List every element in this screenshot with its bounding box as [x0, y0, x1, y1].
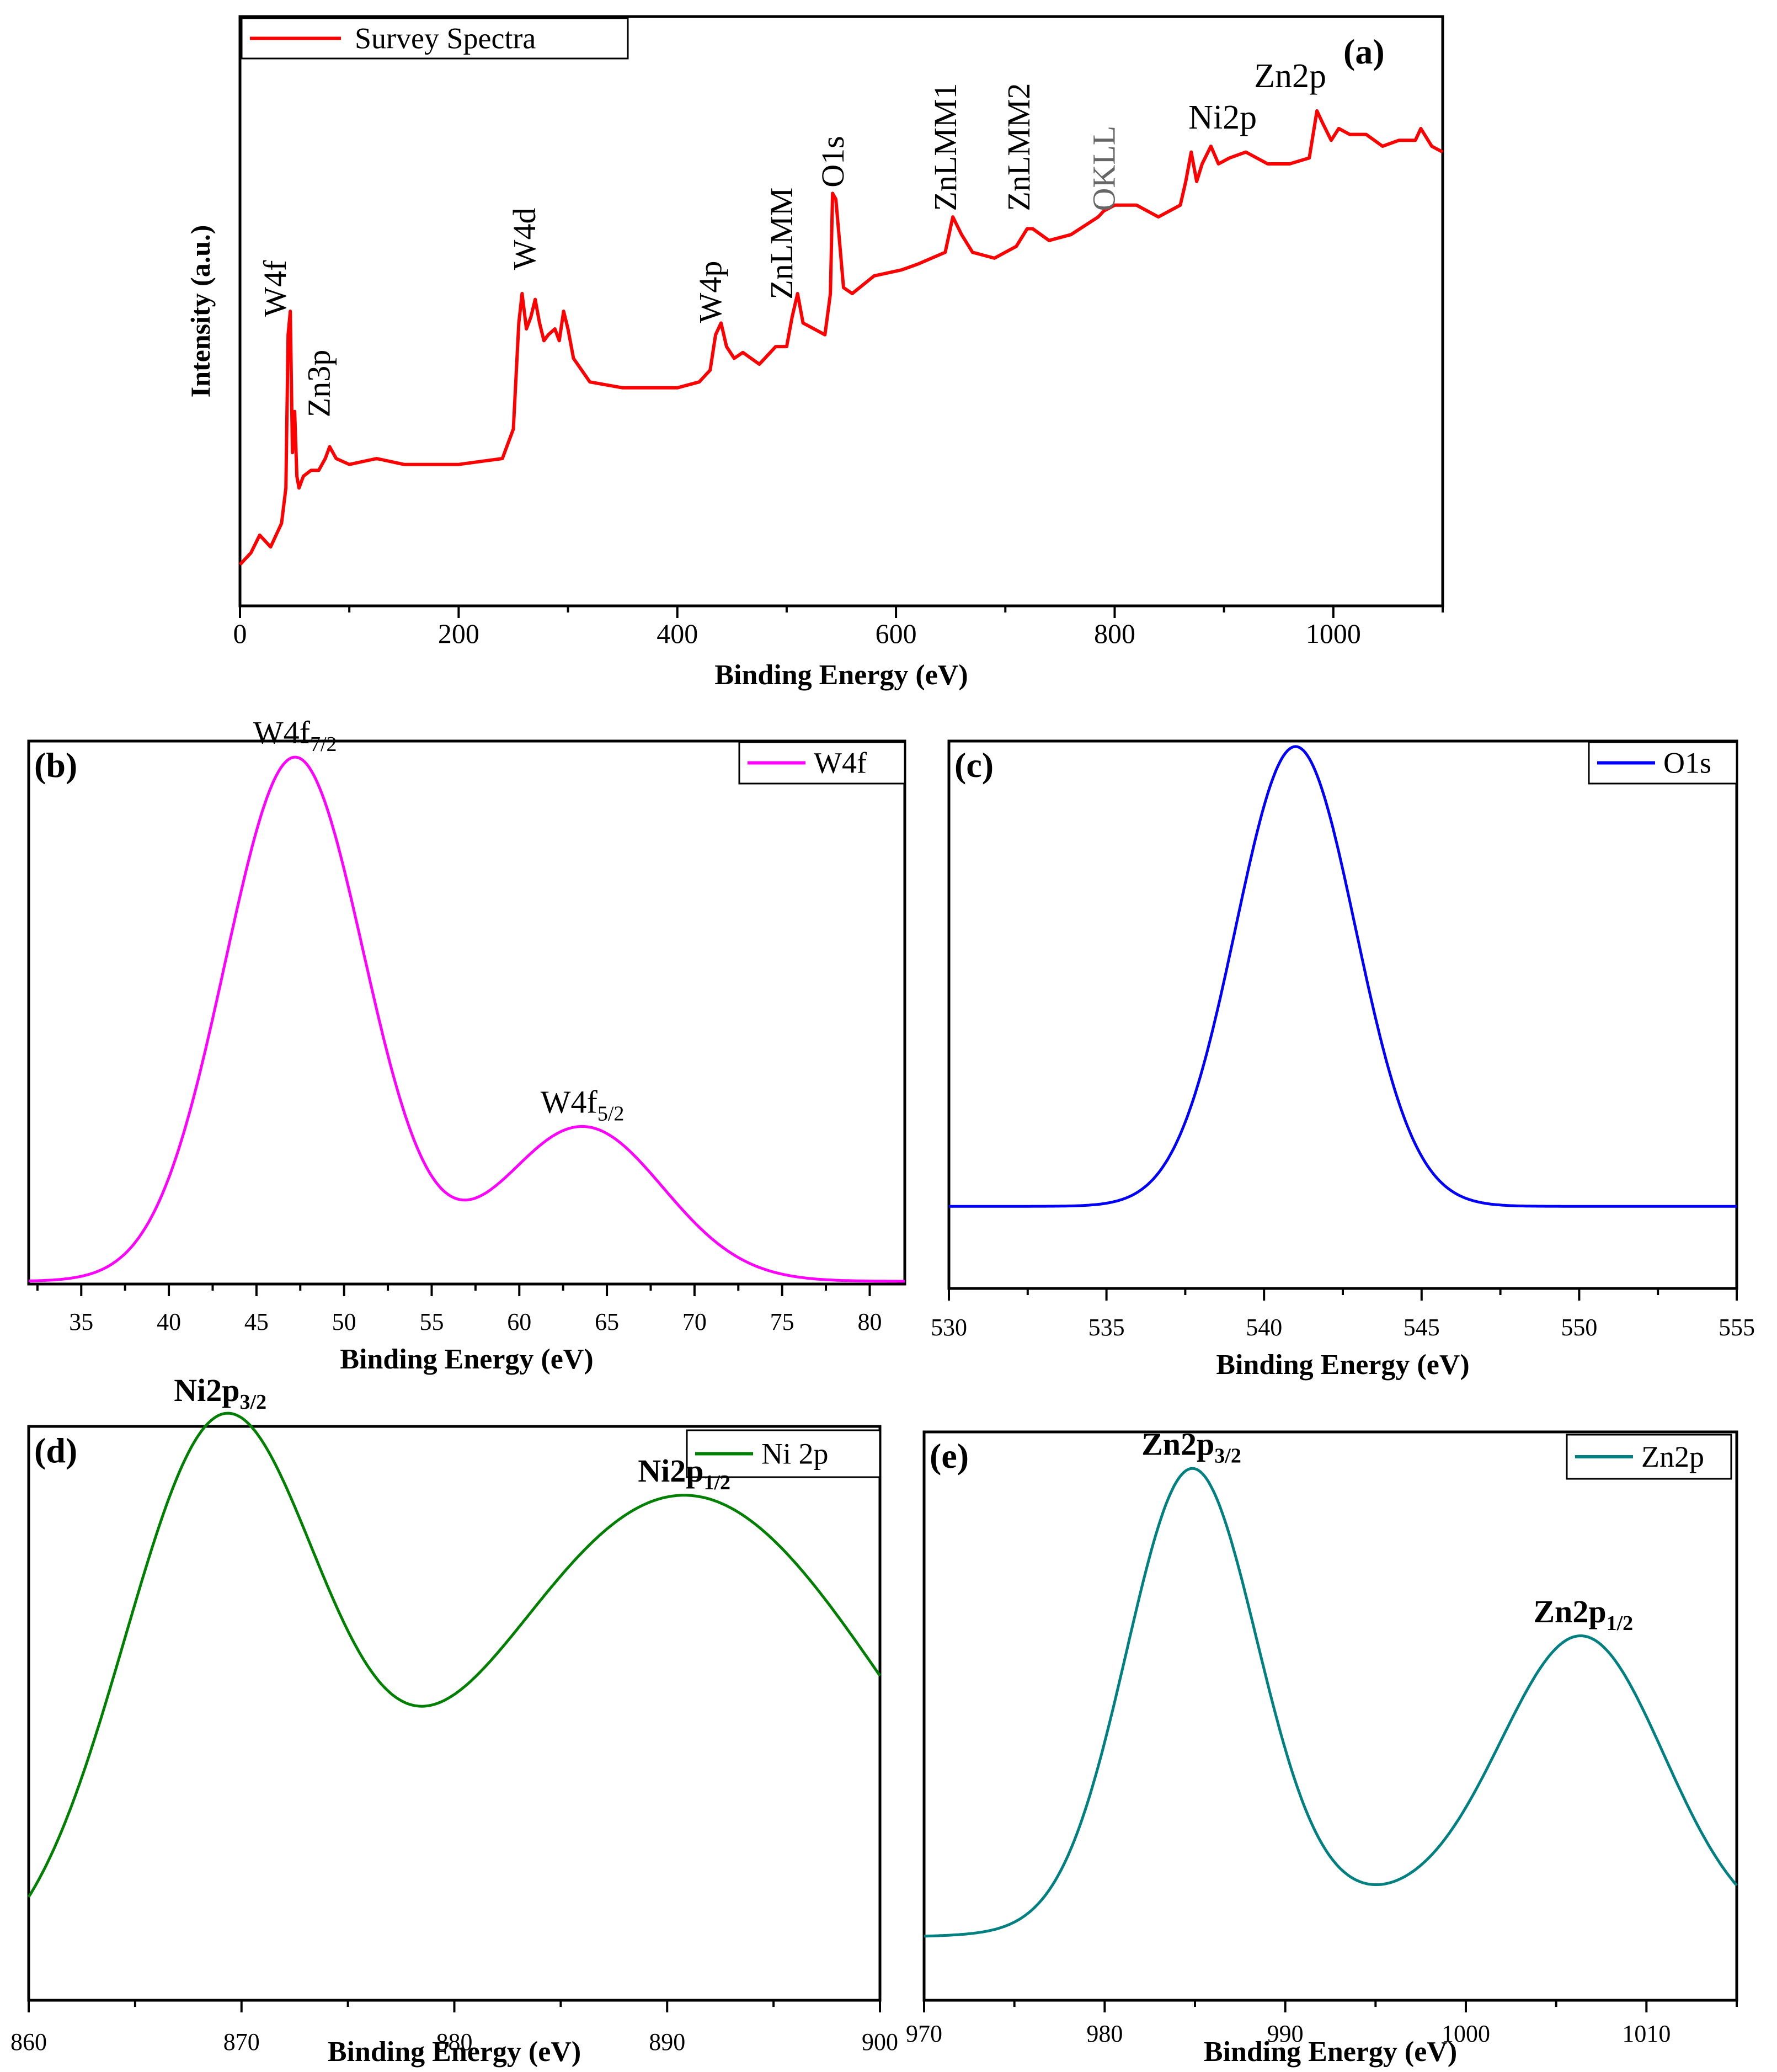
legend-label: Survey Spectra — [355, 22, 536, 55]
peak-label-sub: 7/2 — [310, 733, 337, 756]
peak-label-main: Ni2p — [638, 1453, 703, 1489]
x-tick-label: 1000 — [1306, 618, 1361, 649]
x-tick-label: 545 — [1404, 1314, 1440, 1341]
peak-label-main: W4f — [253, 715, 311, 750]
series-line — [949, 745, 1737, 1208]
peak-annotation: W4d — [506, 207, 542, 270]
x-tick-label: 200 — [438, 618, 479, 649]
peak-label-main: Zn2p — [1533, 1594, 1606, 1629]
x-tick-label: 980 — [1086, 2020, 1123, 2047]
peak-label: Zn2p3/2 — [1141, 1426, 1241, 1467]
x-axis-label: Binding Energy (eV) — [328, 2036, 581, 2068]
panel-e: 970 980 990 1000 1010 Binding Energy (eV) Zn2p… — [906, 1426, 1738, 2068]
legend-label: Zn2p — [1641, 1440, 1704, 1473]
peak-annotation: Ni2p — [1188, 99, 1257, 136]
x-axis-label: Binding Energy (eV) — [714, 659, 968, 691]
peak-annotation: ZnLMM — [764, 188, 799, 300]
peak-label: W4f7/2 — [253, 715, 337, 756]
peak-label-sub: 3/2 — [1214, 1444, 1241, 1467]
peak-label-sub: 1/2 — [1607, 1612, 1634, 1635]
peak-label-main: Ni2p — [174, 1372, 239, 1408]
series-line — [28, 755, 905, 1283]
peak-label: Zn2p1/2 — [1533, 1594, 1633, 1635]
peak-label-sub: 5/2 — [597, 1102, 625, 1125]
panel-d: 860 870 880 890 900 Binding Energy (eV) Ni 2p (… — [10, 1372, 898, 2068]
legend-label: W4f — [814, 747, 867, 780]
series-line — [238, 109, 1444, 566]
x-tick-label: 550 — [1561, 1314, 1597, 1341]
peak-label-main: W4f — [541, 1084, 598, 1120]
x-tick-label: 540 — [1246, 1314, 1282, 1341]
x-tick-label: 530 — [931, 1314, 967, 1341]
x-tick-label: 0 — [233, 618, 247, 649]
panel-label: (a) — [1343, 32, 1385, 71]
peak-label: Ni2p3/2 — [174, 1372, 266, 1414]
x-tick-label: 535 — [1088, 1314, 1125, 1341]
series-line — [924, 1467, 1738, 1938]
x-tick-label: 900 — [862, 2028, 898, 2055]
x-tick-label: 80 — [857, 1308, 882, 1335]
peak-annotation: O1s — [815, 136, 851, 187]
plot-frame — [238, 15, 1444, 608]
x-tick-label: 1010 — [1622, 2020, 1671, 2047]
panel-label: (c) — [954, 745, 994, 785]
x-axis-label: Binding Energy (eV) — [340, 1344, 593, 1375]
peak-label: W4f5/2 — [541, 1084, 625, 1125]
x-tick-label: 60 — [507, 1308, 531, 1335]
legend-label: Ni 2p — [761, 1437, 829, 1471]
peak-label-sub: 1/2 — [703, 1471, 730, 1494]
y-axis-label: Intensity (a.u.) — [185, 225, 216, 398]
x-tick-label: 990 — [1267, 2020, 1304, 2047]
panel-label: (b) — [34, 745, 77, 785]
plot-frame — [27, 1425, 882, 2002]
peak-annotation: Zn2p — [1254, 57, 1326, 95]
x-tick-label: 40 — [157, 1308, 181, 1335]
x-tick-label: 555 — [1719, 1314, 1755, 1341]
x-tick-label: 890 — [649, 2028, 685, 2055]
x-tick-label: 75 — [770, 1308, 794, 1335]
x-tick-label: 880 — [436, 2028, 473, 2055]
plot-frame — [27, 739, 906, 1286]
panel-label: (e) — [930, 1436, 969, 1476]
x-tick-label: 35 — [69, 1308, 93, 1335]
panel-c: 530 535 540 545 550 555 Binding Energy (eV) O1s… — [931, 739, 1755, 1381]
panel-a: 0 200 400 600 800 1000 Binding Energy (eV) Inte… — [185, 15, 1444, 691]
x-tick-label: 55 — [419, 1308, 444, 1335]
x-tick-label: 50 — [332, 1308, 356, 1335]
x-tick-label: 970 — [906, 2020, 942, 2047]
x-tick-label: 860 — [10, 2028, 47, 2055]
series-line — [27, 1411, 882, 1898]
panel-b: 35 40 45 50 55 60 65 70 75 80 Binding Energy (eV) W… — [27, 715, 906, 1375]
x-axis-label: Binding Energy (eV) — [1216, 1349, 1469, 1381]
peak-annotation: OKLL — [1086, 126, 1122, 211]
peak-annotation: W4f — [257, 260, 293, 317]
x-tick-label: 70 — [682, 1308, 707, 1335]
x-tick-label: 400 — [657, 618, 698, 649]
x-tick-label: 800 — [1094, 618, 1135, 649]
panel-label: (d) — [34, 1431, 77, 1470]
x-axis-label: Binding Energy (eV) — [1204, 2036, 1457, 2068]
plot-frame — [922, 1430, 1738, 2002]
x-tick-label: 870 — [223, 2028, 260, 2055]
x-tick-label: 1000 — [1442, 2020, 1490, 2047]
peak-annotation: Zn3p — [301, 350, 337, 417]
x-tick-label: 65 — [595, 1308, 619, 1335]
x-tick-label: 600 — [876, 618, 917, 649]
peak-label-main: Zn2p — [1141, 1426, 1214, 1462]
legend-label: O1s — [1663, 747, 1711, 780]
peak-annotation: ZnLMM1 — [927, 83, 963, 211]
x-tick-label: 45 — [244, 1308, 269, 1335]
peak-label: Ni2p1/2 — [638, 1453, 730, 1494]
peak-label-sub: 3/2 — [240, 1391, 267, 1414]
peak-annotation: ZnLMM2 — [1001, 83, 1037, 211]
peak-annotation: W4p — [692, 261, 728, 323]
